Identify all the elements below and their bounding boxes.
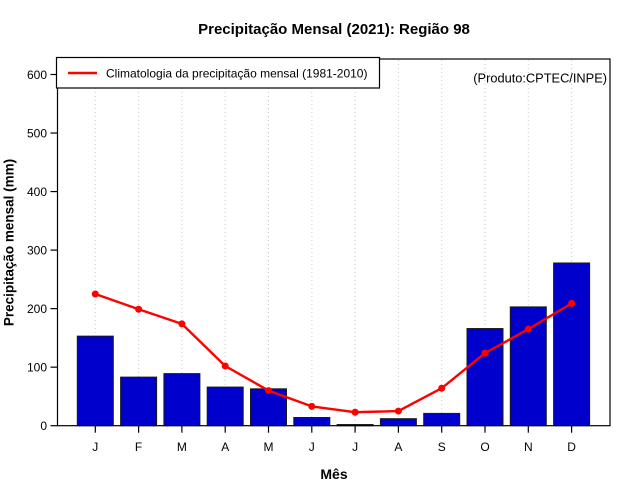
climatology-point [481, 349, 489, 357]
x-axis-label: Mês [320, 466, 347, 482]
y-tick-label: 400 [27, 185, 47, 199]
bar [553, 262, 591, 427]
climatology-points [91, 290, 576, 416]
chart-title: Precipitação Mensal (2021): Região 98 [198, 21, 470, 38]
bars [76, 262, 591, 427]
x-tick-label: J [309, 440, 315, 454]
bar [206, 386, 244, 427]
climatology-line [94, 292, 573, 414]
bar [379, 418, 417, 427]
legend-box [55, 56, 381, 89]
bar [163, 373, 201, 427]
x-tick-label: M [177, 440, 187, 454]
x-tick-label: A [394, 440, 402, 454]
gridlines [94, 60, 573, 425]
x-tick-label: A [221, 440, 229, 454]
x-tick-label: D [567, 440, 576, 454]
y-tick-label: 100 [27, 360, 47, 374]
climatology-point [438, 384, 446, 392]
bar [76, 335, 114, 427]
bar [423, 412, 461, 427]
x-tick-label: F [135, 440, 142, 454]
y-axis-ticks [50, 73, 58, 427]
x-tick-label: J [352, 440, 358, 454]
climatology-point [351, 408, 359, 416]
climatology-point [221, 362, 229, 370]
climatology-point [524, 325, 532, 333]
climatology-polyline [94, 292, 573, 414]
x-tick-label: S [438, 440, 446, 454]
y-tick-label: 200 [27, 302, 47, 316]
x-tick-label: J [92, 440, 98, 454]
y-tick-label: 0 [40, 419, 47, 433]
legend-label: Climatologia da precipitação mensal (198… [106, 66, 367, 80]
y-axis-label: Precipitação mensal (mm) [2, 159, 17, 326]
y-tick-label: 300 [27, 243, 47, 257]
bar [509, 306, 547, 427]
climatology-point [308, 402, 316, 410]
climatology-point [568, 299, 576, 307]
climatology-point [265, 387, 272, 395]
x-tick-label: O [480, 440, 489, 454]
bar [120, 376, 158, 427]
bar [293, 417, 331, 427]
y-tick-label: 500 [27, 126, 47, 140]
x-tick-label: N [524, 440, 533, 454]
climatology-point [178, 320, 186, 328]
climatology-point [91, 290, 99, 298]
climatology-point [394, 407, 402, 415]
product-credit: (Produto:CPTEC/INPE) [473, 71, 607, 86]
y-tick-labels: 0 100 200 300 400 500 600 [27, 68, 47, 433]
bar [466, 328, 504, 427]
legend: Climatologia da precipitação mensal (198… [55, 56, 381, 89]
x-axis-ticks [94, 425, 573, 433]
x-tick-label: M [264, 440, 274, 454]
y-tick-label: 600 [27, 68, 47, 82]
climatology-point [135, 305, 143, 313]
